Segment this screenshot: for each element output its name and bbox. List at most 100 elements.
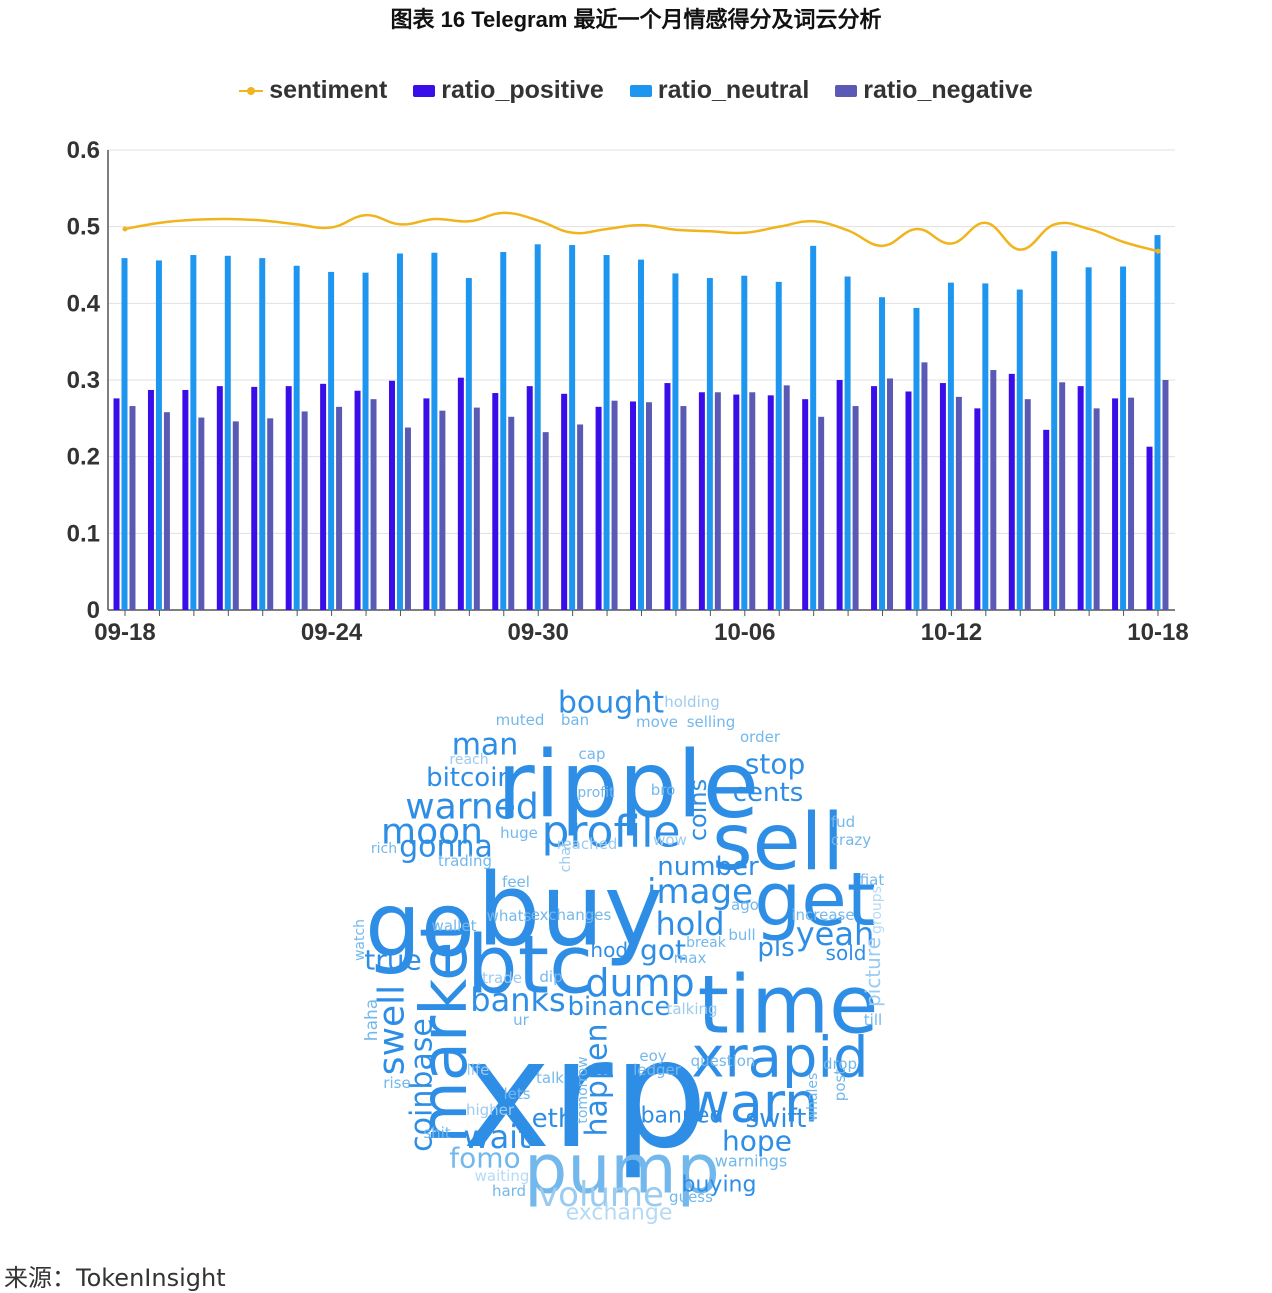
bar-ratio-negative	[267, 418, 274, 610]
wordcloud-word: bro	[651, 781, 676, 799]
legend-item-ratio-negative[interactable]: ratio_negative	[835, 76, 1033, 105]
legend-label: sentiment	[269, 76, 388, 104]
bar-ratio-neutral	[947, 282, 954, 610]
bar-ratio-negative	[645, 402, 652, 610]
wordcloud-word: selling	[687, 713, 736, 731]
y-tick-label: 0.6	[67, 137, 100, 164]
bar-ratio-positive	[388, 380, 395, 610]
bar-ratio-positive	[285, 386, 292, 610]
wordcloud-word: wallet	[432, 917, 477, 935]
bar-ratio-positive	[492, 393, 499, 610]
bar-ratio-negative	[783, 385, 790, 610]
source-note: 来源：TokenInsight	[4, 1264, 226, 1292]
wordcloud-word: happen	[580, 1024, 615, 1137]
sentiment-line	[124, 211, 1159, 253]
wordcloud-word: dip	[539, 968, 562, 986]
bar-ratio-positive	[974, 408, 981, 610]
x-tick-label: 09-30	[508, 619, 569, 646]
bar-ratio-positive	[1112, 398, 1119, 610]
wordcloud-word: ur	[513, 1011, 530, 1029]
legend-item-ratio-neutral[interactable]: ratio_neutral	[629, 76, 810, 105]
wordcloud-word: huge	[500, 824, 538, 842]
bar-ratio-negative	[714, 392, 721, 610]
bar-ratio-neutral	[569, 245, 576, 611]
wordcloud-word: whales	[805, 1073, 821, 1122]
bar-ratio-positive	[905, 391, 912, 610]
x-tick-label: 10-06	[714, 619, 775, 646]
sentiment-point	[122, 226, 128, 232]
bar-ratio-negative	[129, 406, 136, 610]
bar-ratio-neutral	[775, 281, 782, 610]
wordcloud-word: dump	[585, 961, 694, 1005]
wordcloud-word: xrapid	[691, 1026, 868, 1091]
wordcloud-word: tomorrow	[575, 1056, 591, 1123]
wordcloud-word: groups	[869, 886, 885, 934]
wordcloud-word: break	[686, 935, 727, 951]
bar-ratio-negative	[232, 421, 239, 610]
bar-ratio-neutral	[982, 283, 989, 610]
legend-item-ratio-positive[interactable]: ratio_positive	[413, 76, 604, 105]
bar-ratio-neutral	[259, 258, 266, 610]
bar-ratio-positive	[457, 377, 464, 610]
wordcloud-word: reached	[557, 835, 618, 853]
wordcloud-word: buy	[477, 852, 663, 969]
wordcloud-word: stop	[745, 748, 805, 781]
bar-ratio-neutral	[121, 258, 128, 610]
bar-ratio-positive	[664, 383, 671, 610]
wordcloud-word: pls	[757, 933, 794, 963]
wordcloud-word: trading	[438, 852, 492, 870]
bar-ratio-positive	[1077, 386, 1084, 610]
wordcloud-word: volume	[538, 1175, 664, 1215]
y-tick-label: 0.1	[67, 520, 100, 547]
wordcloud-word: pump	[524, 1131, 720, 1210]
wordcloud-word: ban	[561, 711, 589, 729]
x-tick-label: 10-12	[921, 619, 982, 646]
bar-ratio-neutral	[534, 244, 541, 611]
bar-ratio-negative	[301, 411, 308, 610]
wordcloud-word: lets	[503, 1085, 530, 1103]
bar-ratio-positive	[836, 380, 843, 610]
wordcloud-word: ledger	[633, 1061, 682, 1079]
wordcloud-word: rich	[371, 841, 397, 857]
bar-ratio-positive	[1146, 446, 1153, 610]
wordcloud-word: coins	[684, 779, 712, 841]
chart-legend: sentiment ratio_positive ratio_neutral r…	[0, 76, 1272, 105]
wordcloud-word: got	[640, 934, 686, 967]
bar-ratio-negative	[887, 378, 894, 610]
wordcloud-word: bought	[558, 686, 664, 721]
wordcloud-word: man	[452, 728, 519, 763]
bar-ratio-negative	[404, 427, 411, 610]
bar-ratio-neutral	[1016, 289, 1023, 610]
bar-ratio-negative	[955, 396, 962, 610]
bar-ratio-neutral	[706, 278, 713, 610]
wordcloud-word: yeah	[796, 915, 875, 953]
wordcloud-word: ago	[731, 896, 759, 914]
bar-ratio-negative	[990, 370, 997, 610]
wordcloud-word: eoy	[639, 1047, 666, 1065]
wordcloud-word: image	[647, 872, 753, 912]
bar-ratio-negative	[473, 407, 480, 610]
wordcloud-word: warned	[405, 787, 539, 828]
bar-ratio-positive	[182, 389, 189, 610]
bar-ratio-neutral	[362, 272, 369, 610]
wordcloud-word: guess	[669, 1188, 713, 1206]
legend-item-sentiment[interactable]: sentiment	[239, 76, 387, 105]
bar-ratio-negative	[370, 399, 377, 610]
bar-ratio-positive	[802, 399, 809, 610]
bar-ratio-neutral	[431, 252, 438, 610]
legend-label: ratio_neutral	[657, 76, 810, 104]
bar-ratio-neutral	[603, 255, 610, 611]
wordcloud-word: profile	[542, 807, 681, 858]
wordcloud-word: gonna	[399, 830, 493, 865]
wordcloud-word: market	[408, 916, 482, 1143]
bar-ratio-positive	[526, 386, 533, 610]
wordcloud-word: number	[657, 852, 759, 882]
bar-ratio-positive	[147, 389, 154, 610]
y-tick-label: 0.5	[67, 214, 100, 241]
legend-label: ratio_negative	[863, 76, 1033, 104]
bar-ratio-negative	[611, 400, 618, 610]
wordcloud-word: talk	[536, 1069, 564, 1087]
sentiment-point	[1155, 248, 1161, 254]
wordcloud-word: warn	[686, 1072, 819, 1135]
